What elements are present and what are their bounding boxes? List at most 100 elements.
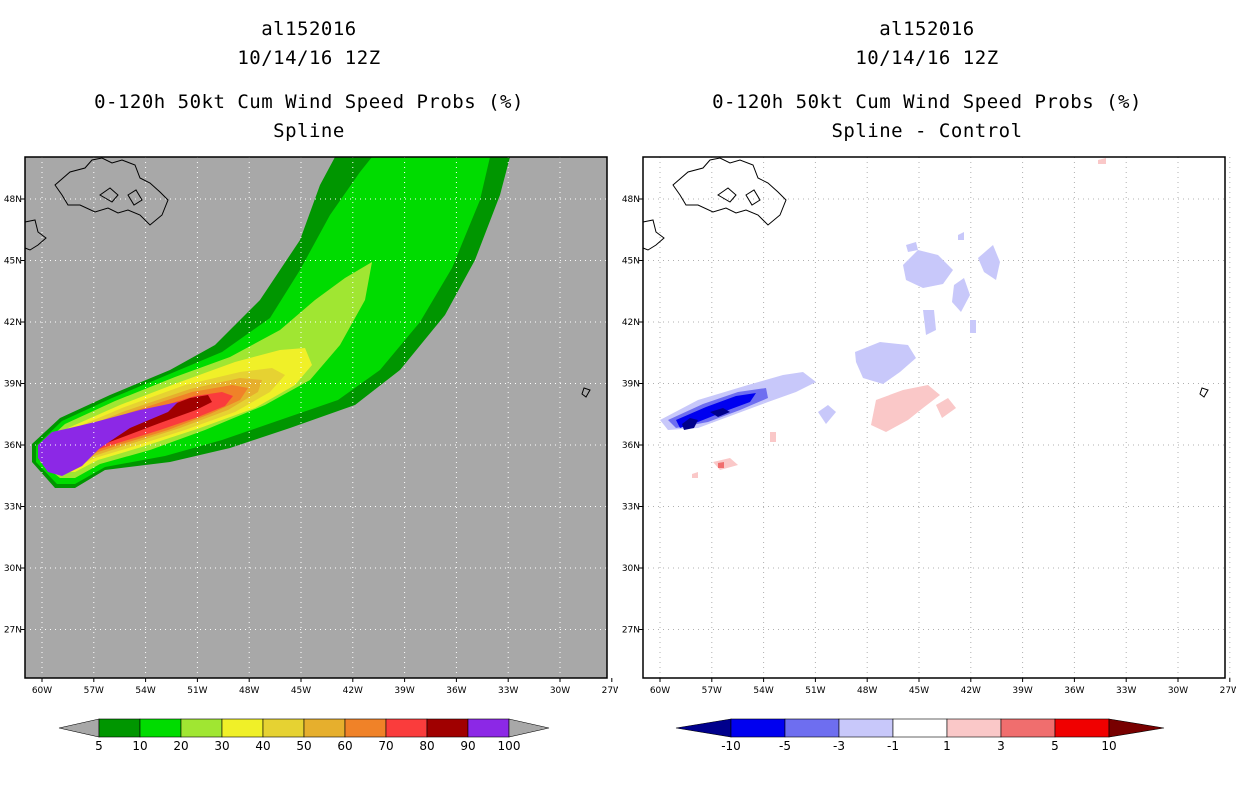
colorbar-label: 100	[498, 739, 521, 753]
x-tick-label: 33W	[498, 686, 518, 696]
storm-id: al152016	[879, 18, 975, 40]
difference-contours	[660, 158, 1106, 478]
y-tick-label: 36N	[622, 441, 640, 451]
y-tick-label: 33N	[4, 503, 22, 513]
x-tick-label: 57W	[84, 686, 104, 696]
colorbar-swatch	[221, 718, 264, 738]
colorbar-label: 3	[997, 739, 1005, 753]
y-tick-label: 27N	[4, 626, 22, 636]
x-tick-label: 54W	[753, 686, 773, 696]
colorbar-label: 10	[132, 739, 147, 753]
coastline	[24, 157, 591, 398]
colorbar-label: 40	[255, 739, 270, 753]
x-tick-label: 39W	[1012, 686, 1032, 696]
y-tick-label: 30N	[4, 564, 22, 574]
contour-pos-1	[936, 398, 956, 418]
colorbar-swatch	[426, 718, 469, 738]
colorbar: 5 10 20 30 40 50 60 70 80 90 100	[58, 718, 550, 753]
colorbar-swatch	[262, 718, 305, 738]
contour-neg-1	[906, 242, 918, 252]
map-frame	[642, 156, 1226, 679]
contour-pos-3	[718, 462, 724, 468]
map-background	[643, 157, 1225, 678]
product-title: 0-120h 50kt Cum Wind Speed Probs (%)	[94, 91, 524, 113]
colorbar-swatch	[838, 718, 894, 738]
contour-neg-10	[710, 408, 730, 417]
colorbar-label: 1	[943, 739, 951, 753]
contour-pos-1	[1098, 158, 1106, 164]
x-tick-label: 33W	[1116, 686, 1136, 696]
y-tick-label: 42N	[622, 318, 640, 328]
y-tick-label: 39N	[622, 380, 640, 390]
left-panel: al152016 10/14/16 12Z 0-120h 50kt Cum Wi…	[4, 18, 618, 753]
panel-subtitle: Spline - Control	[831, 120, 1023, 142]
colorbar-label: 5	[1051, 739, 1059, 753]
contour-neg-1	[952, 278, 970, 312]
colorbar-label: 60	[337, 739, 352, 753]
colorbar-label: 20	[173, 739, 188, 753]
colorbar-swatch	[344, 718, 387, 738]
contour-neg-1	[855, 342, 916, 384]
y-tick-label: 45N	[622, 257, 640, 267]
colorbar-label: 5	[95, 739, 103, 753]
colorbar-label: -5	[779, 739, 791, 753]
x-tick-label: 42W	[961, 686, 981, 696]
colorbar-swatch	[180, 718, 223, 738]
contour-pos-1	[770, 432, 776, 442]
grid-lines	[25, 157, 613, 678]
y-tick-label: 42N	[4, 318, 22, 328]
contour-neg-1	[903, 250, 953, 288]
x-tick-label: 54W	[135, 686, 155, 696]
x-tick-label: 42W	[343, 686, 363, 696]
colorbar-swatch	[1054, 718, 1110, 738]
y-tick-label: 48N	[622, 195, 640, 205]
x-tick-label: 36W	[1064, 686, 1084, 696]
x-tick-label: 30W	[1168, 686, 1188, 696]
y-tick-label: 27N	[622, 626, 640, 636]
colorbar-end-right	[508, 718, 550, 738]
x-tick-label: 51W	[187, 686, 207, 696]
colorbar-swatch	[1000, 718, 1056, 738]
x-axis-ticks: 60W 57W 54W 51W 48W 45W 42W 39W 36W 33W 30W 27W	[650, 678, 1236, 696]
colorbar-swatch	[946, 718, 1002, 738]
x-tick-label: 60W	[650, 686, 670, 696]
colorbar-label: -1	[887, 739, 899, 753]
colorbar-swatch	[385, 718, 428, 738]
contour-neg-10	[682, 418, 698, 430]
contour-100	[38, 402, 178, 476]
product-title: 0-120h 50kt Cum Wind Speed Probs (%)	[712, 91, 1142, 113]
coastline	[642, 157, 1209, 398]
colorbar-label: -3	[833, 739, 845, 753]
x-tick-label: 36W	[446, 686, 466, 696]
panel-subtitle: Spline	[273, 120, 345, 142]
colorbar-end-right	[1108, 718, 1165, 738]
contour-neg-1	[958, 232, 964, 240]
colorbar-label: 50	[296, 739, 311, 753]
x-tick-label: 27W	[1220, 686, 1236, 696]
colorbar-swatch	[98, 718, 141, 738]
colorbar-label: 90	[460, 739, 475, 753]
right-panel: al152016 10/14/16 12Z 0-120h 50kt Cum Wi…	[618, 0, 1236, 800]
y-tick-label: 48N	[4, 195, 22, 205]
contour-neg-1	[818, 405, 836, 424]
x-tick-label: 48W	[239, 686, 259, 696]
colorbar-end-left	[58, 718, 100, 738]
x-tick-label: 45W	[291, 686, 311, 696]
y-tick-label: 45N	[4, 257, 22, 267]
x-tick-label: 27W	[602, 686, 618, 696]
colorbar-end-left	[675, 718, 732, 738]
y-axis-ticks: 48N 45N 42N 39N 36N 33N 30N 27N	[4, 195, 25, 636]
forecast-date: 10/14/16 12Z	[237, 47, 381, 69]
map-frame	[24, 156, 608, 679]
forecast-date: 10/14/16 12Z	[855, 47, 999, 69]
contour-pos-1	[692, 472, 698, 478]
colorbar-swatch	[303, 718, 346, 738]
colorbar-swatch	[892, 718, 948, 738]
y-tick-label: 33N	[622, 503, 640, 513]
probability-map: 60W 57W 54W 51W 48W 45W 42W 39W 36W 33W 30W 27W 48N…	[4, 156, 618, 753]
y-tick-label: 30N	[622, 564, 640, 574]
contour-neg-1	[978, 245, 1000, 280]
colorbar: -10 -5 -3 -1 1 3 5 10	[675, 718, 1165, 753]
colorbar-label: 10	[1101, 739, 1116, 753]
y-tick-label: 36N	[4, 441, 22, 451]
